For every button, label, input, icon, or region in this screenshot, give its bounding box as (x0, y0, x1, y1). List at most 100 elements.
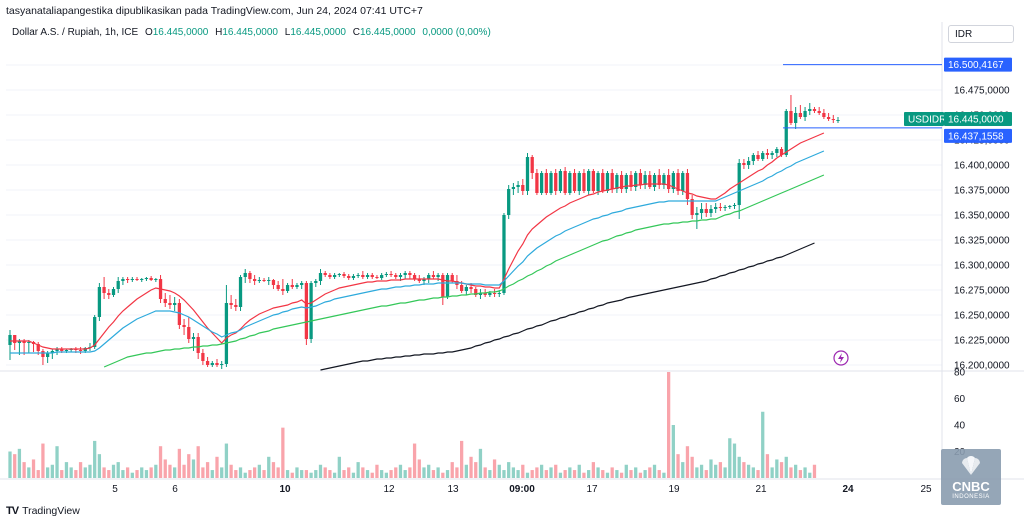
time-tick-label: 6 (172, 484, 178, 495)
volume-bar (285, 470, 290, 478)
volume-bar (342, 470, 346, 478)
volume-bar (22, 462, 26, 478)
volume-bar (201, 467, 205, 478)
volume-bar (116, 462, 120, 478)
candle-body (27, 342, 31, 343)
volume-bar (596, 467, 600, 478)
time-tick-label: 13 (447, 484, 459, 495)
sma_long-line (320, 242, 815, 371)
candle-body (8, 335, 12, 345)
volume-bar (784, 456, 788, 478)
candle-body (826, 117, 831, 119)
watermark-name: CNBC (952, 479, 990, 494)
candle-body (295, 285, 299, 287)
volume-bar (681, 462, 685, 478)
ema_short-line (10, 132, 825, 350)
candle-body (648, 175, 652, 187)
candle-body (469, 287, 473, 289)
candle-body (78, 350, 83, 351)
price-tick-label: 16.200,0000 (954, 361, 1010, 372)
candle-body (187, 327, 191, 339)
candle-body (351, 276, 356, 278)
candle-body (662, 175, 666, 185)
volume-bar (624, 464, 628, 478)
candle-body (304, 283, 309, 339)
volume-bar (403, 470, 407, 478)
volume-bar (102, 467, 106, 478)
price-tick-label: 16.475,0000 (954, 86, 1010, 97)
volume-bar (300, 470, 304, 478)
brand-name: TradingView (22, 505, 80, 517)
volume-bar (398, 464, 403, 478)
candle-body (497, 293, 501, 294)
time-tick-label: 25 (920, 484, 932, 495)
volume-bar (714, 464, 718, 478)
candle-body (784, 111, 788, 155)
volume-bar (521, 464, 525, 478)
volume-bar (699, 464, 704, 478)
volume-bar (168, 464, 172, 478)
volume-bar (619, 472, 624, 478)
candle-body (257, 280, 261, 281)
candle-body (370, 275, 374, 277)
volume-bar (154, 464, 158, 478)
candle-body (483, 293, 487, 295)
volume-bar (304, 470, 309, 478)
candle-body (619, 175, 624, 189)
time-tick-label: 17 (586, 484, 598, 495)
volume-bar (530, 470, 534, 478)
volume-bar (262, 470, 266, 478)
volume-bar (215, 456, 219, 478)
price-tick-label: 16.275,0000 (954, 286, 1010, 297)
candle-body (97, 287, 102, 317)
symbol-name[interactable]: Dollar A.S. / Rupiah, 1h, ICE (12, 27, 139, 38)
currency-selector[interactable]: IDR (948, 25, 1014, 43)
candle-body (111, 289, 116, 295)
candle-body (695, 213, 699, 215)
candle-body (347, 276, 351, 278)
volume-axis: 80604020 (954, 368, 966, 459)
candle-body (761, 153, 765, 159)
candle-body (530, 157, 534, 173)
volume-bar (648, 467, 652, 478)
candle-body (361, 275, 365, 277)
candle-body (309, 283, 313, 339)
volume-bar (417, 459, 421, 478)
volume-bar (511, 467, 516, 478)
candle-body (191, 337, 196, 339)
volume-bar (695, 467, 699, 478)
candle-body (93, 317, 97, 347)
candle-body (751, 155, 755, 161)
candle-body (492, 293, 497, 294)
volume-bar (107, 470, 111, 478)
lightning-bolt-icon (838, 353, 844, 363)
volume-bar (64, 462, 69, 478)
volume-bar (318, 464, 323, 478)
volume-bar (229, 464, 233, 478)
volume-bar (121, 470, 125, 478)
candle-body (130, 279, 134, 280)
publish-caption: tasyanataliapangestika dipublikasikan pa… (6, 5, 423, 17)
candle-body (704, 209, 708, 213)
candle-body (17, 341, 22, 343)
volume-bar (474, 462, 478, 478)
candle-body (431, 275, 436, 277)
price-tick-label: 16.300,0000 (954, 261, 1010, 272)
tradingview-brand[interactable]: TV TradingView (6, 505, 80, 517)
candle-body (154, 279, 158, 280)
last-price-tag-bg (944, 112, 1012, 126)
candle-body (756, 155, 760, 159)
volume-bar (27, 467, 31, 478)
candle-body (709, 209, 713, 213)
volume-bar (125, 467, 130, 478)
volume-bar (276, 467, 280, 478)
candle-body (125, 279, 130, 280)
candle-body (60, 349, 64, 351)
candle-body (671, 173, 675, 189)
volume-bar (516, 470, 520, 478)
volume-bar (582, 472, 586, 478)
volume-bar (238, 467, 243, 478)
candle-body (831, 119, 835, 120)
volume-bar (69, 467, 73, 478)
